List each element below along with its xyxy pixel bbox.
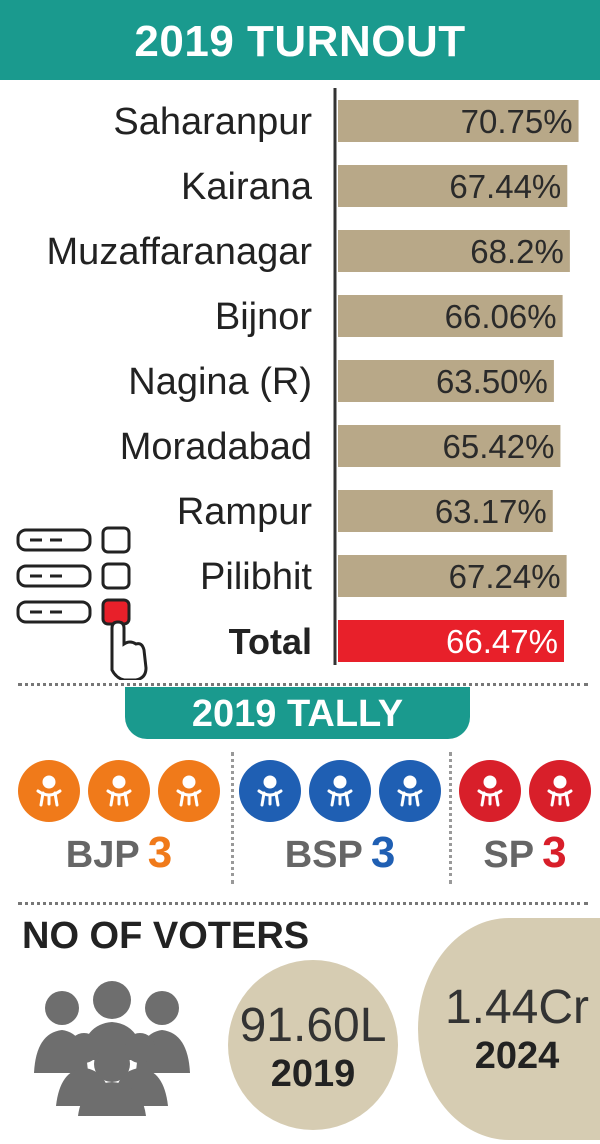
bar-saharanpur [338, 100, 579, 142]
category-label: Pilibhit [200, 556, 312, 598]
party-count: 3 [370, 828, 396, 877]
seat-icon [239, 760, 301, 822]
voters-2024-year: 2024 [474, 1035, 560, 1077]
bjp-label: BJP 3 [18, 828, 220, 878]
sp-seat-icons [459, 760, 591, 822]
bar-pilibhit [338, 555, 567, 597]
value-label: 70.75% [461, 103, 573, 140]
seat-icon [18, 760, 80, 822]
bjp-seat-icons [18, 760, 220, 822]
turnout-bar-chart: Saharanpur 70.75% Kairana 67.44% Muzaffarana… [16, 88, 579, 680]
bar-muzaffaranagar [338, 230, 570, 272]
seat-icon [459, 760, 521, 822]
bar-nagina-r [338, 360, 554, 402]
bar-bijnor [338, 295, 563, 337]
value-label: 66.47% [446, 623, 558, 660]
seat-icon [529, 760, 591, 822]
tally-header: 2019 TALLY [125, 687, 470, 739]
voting-machine-icon [16, 526, 148, 680]
category-label: Rampur [177, 491, 312, 533]
bar-kairana [338, 165, 568, 207]
category-label: Saharanpur [113, 101, 312, 143]
people-group-icon [34, 981, 190, 1116]
voters-2019-year: 2019 [270, 1053, 356, 1095]
value-label: 63.50% [436, 363, 548, 400]
value-label: 67.24% [449, 558, 561, 595]
divider [18, 683, 588, 686]
value-label: 67.44% [449, 168, 561, 205]
party-count: 3 [147, 828, 173, 877]
bar-moradabad [338, 425, 561, 467]
voters-2024-circle: 1.44Cr 2024 [418, 918, 600, 1140]
seat-icon [379, 760, 441, 822]
seat-icon [88, 760, 150, 822]
voters-title: NO OF VOTERS [22, 915, 310, 957]
category-label: Total [229, 621, 312, 662]
divider [18, 902, 588, 905]
bar-rampur [338, 490, 553, 532]
bsp-seat-icons [239, 760, 441, 822]
party-bsp: BSP 3 [239, 752, 441, 887]
category-label: Bijnor [215, 296, 312, 338]
party-name: SP [483, 834, 535, 876]
category-label: Nagina (R) [128, 361, 312, 403]
party-sp: SP 3 [459, 752, 591, 887]
category-label: Kairana [181, 166, 313, 208]
value-label: 63.17% [435, 493, 547, 530]
voters-2019-circle: 91.60L 2019 [228, 960, 398, 1130]
party-count: 3 [542, 828, 567, 877]
party-separator [231, 752, 234, 884]
sp-label: SP 3 [459, 828, 591, 878]
party-name: BSP [284, 834, 363, 876]
value-label: 68.2% [470, 233, 564, 270]
category-label: Muzaffaranagar [47, 231, 313, 273]
party-separator [449, 752, 452, 884]
turnout-header: 2019 TURNOUT [0, 0, 600, 80]
seat-icon [309, 760, 371, 822]
voters-2019-value: 91.60L [239, 999, 387, 1052]
party-bjp: BJP 3 [18, 752, 220, 887]
category-label: Moradabad [120, 426, 312, 468]
bar-total [338, 620, 564, 662]
party-name: BJP [65, 834, 140, 876]
value-label: 65.42% [442, 428, 554, 465]
value-label: 66.06% [445, 298, 557, 335]
voters-2024-value: 1.44Cr [444, 981, 590, 1034]
seat-icon [158, 760, 220, 822]
bsp-label: BSP 3 [239, 828, 441, 878]
